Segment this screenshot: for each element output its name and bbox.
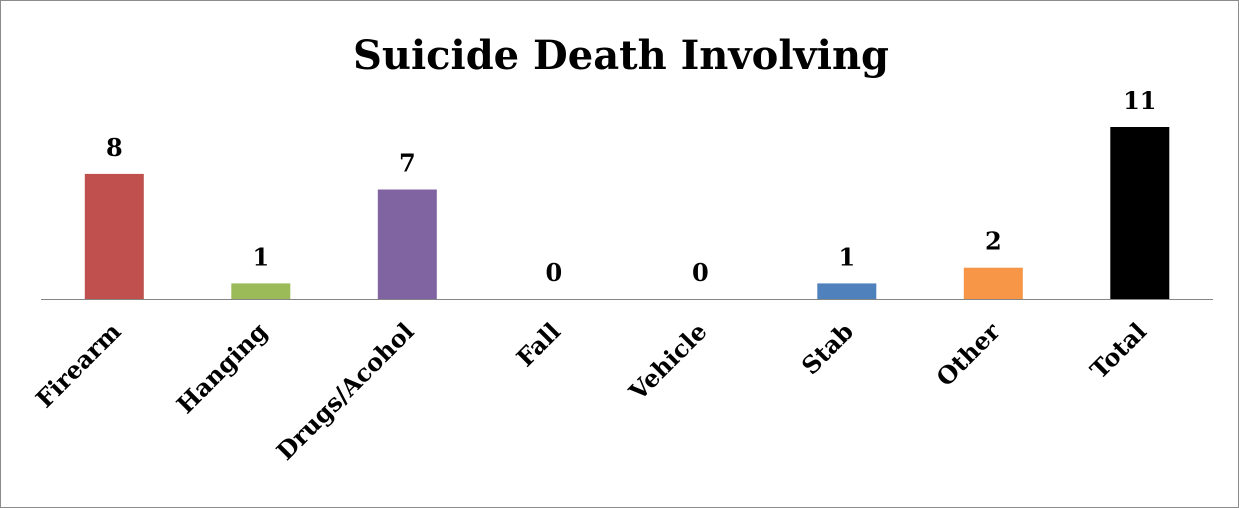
bar-total xyxy=(1110,127,1170,299)
category-label-hanging: Hanging xyxy=(171,317,274,420)
bar-hanging xyxy=(231,283,291,299)
category-label-fall: Fall xyxy=(511,317,567,373)
value-label-drugs-acohol: 7 xyxy=(399,149,416,178)
value-label-vehicle: 0 xyxy=(692,258,709,287)
bar-firearm xyxy=(84,173,144,299)
bar-other xyxy=(963,267,1023,299)
category-label-other: Other xyxy=(930,316,1005,391)
bars-group xyxy=(84,127,1170,299)
value-label-other: 2 xyxy=(985,227,1002,256)
value-label-total: 11 xyxy=(1123,86,1156,115)
bar-stab xyxy=(817,283,877,299)
category-label-vehicle: Vehicle xyxy=(623,317,713,407)
category-label-total: Total xyxy=(1084,317,1152,385)
chart-title: Suicide Death Involving xyxy=(353,32,889,79)
value-labels-group: 8 1 7 0 0 1 2 11 xyxy=(106,86,1157,287)
bar-drugs-acohol xyxy=(377,189,437,299)
category-label-firearm: Firearm xyxy=(30,317,127,414)
value-label-fall: 0 xyxy=(545,258,562,287)
value-label-stab: 1 xyxy=(838,242,855,271)
category-label-stab: Stab xyxy=(796,317,859,380)
category-label-drugs-acohol: Drugs/Acohol xyxy=(270,317,419,466)
value-label-hanging: 1 xyxy=(252,242,269,271)
value-label-firearm: 8 xyxy=(106,133,123,162)
